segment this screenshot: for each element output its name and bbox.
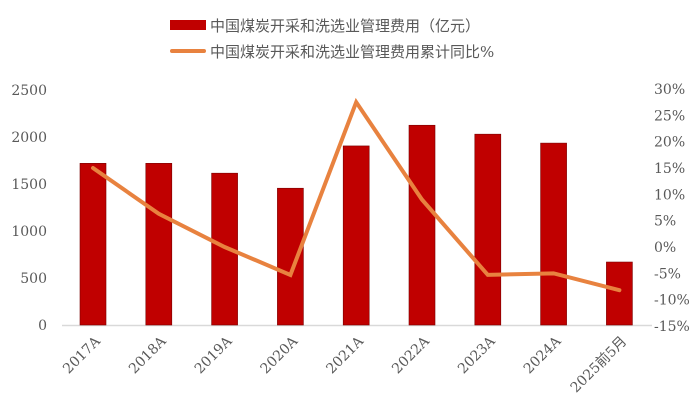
left-tick-label: 0 — [38, 318, 47, 334]
right-tick-label: -5% — [654, 266, 681, 282]
left-tick-label: 2500 — [11, 83, 47, 99]
right-tick-label: -10% — [654, 293, 690, 309]
x-tick-label: 2024A — [521, 333, 565, 377]
left-tick-label: 1500 — [11, 177, 47, 193]
bar-2022A — [408, 124, 436, 326]
x-tick-label: 2023A — [455, 333, 499, 377]
bar-2017A — [79, 163, 107, 326]
bar-swatch-icon — [170, 20, 206, 30]
legend-item-bar: 中国煤炭开采和洗选业管理费用（亿元） — [170, 12, 494, 38]
x-tick-label: 2018A — [126, 333, 170, 377]
x-tick-label: 2020A — [258, 333, 302, 377]
x-tick-label: 2017A — [60, 333, 104, 377]
bar-series — [79, 124, 633, 326]
x-tick-label: 2019A — [192, 333, 236, 377]
right-tick-label: 15% — [654, 161, 685, 177]
bar-2024A — [540, 142, 567, 326]
x-tick-label: 2021A — [323, 333, 367, 377]
yoy-line — [91, 97, 622, 293]
line-series — [91, 97, 622, 293]
bar-2021A — [342, 145, 370, 326]
right-tick-label: 20% — [654, 135, 685, 151]
right-axis: -15% -10% -5% 0% 5% 10% 15% 20% 25% 30% — [654, 82, 690, 335]
bar-2025前5月 — [606, 261, 633, 326]
x-axis-labels: 2017A 2018A 2019A 2020A 2021A 2022A 2023A 2024A… — [60, 333, 630, 396]
legend-item-line: 中国煤炭开采和洗选业管理费用累计同比% — [170, 38, 494, 64]
right-tick-label: -15% — [654, 319, 690, 335]
chart-legend: 中国煤炭开采和洗选业管理费用（亿元） 中国煤炭开采和洗选业管理费用累计同比% — [170, 12, 494, 64]
right-tick-label: 0% — [654, 240, 676, 256]
bar-2023A — [474, 133, 502, 326]
right-tick-label: 10% — [654, 187, 685, 203]
x-tick-label: 2022A — [389, 333, 433, 377]
right-tick-label: 30% — [654, 82, 685, 98]
line-swatch-icon — [170, 49, 206, 53]
left-tick-label: 500 — [20, 271, 47, 287]
right-tick-label: 5% — [654, 214, 676, 230]
left-axis: 0 500 1000 1500 2000 2500 — [11, 83, 47, 334]
legend-bar-label: 中国煤炭开采和洗选业管理费用（亿元） — [210, 16, 481, 35]
bar-2018A — [145, 163, 173, 326]
right-tick-label: 25% — [654, 108, 685, 124]
x-tick-label: 2025前5月 — [567, 333, 630, 396]
left-tick-label: 2000 — [11, 130, 47, 146]
left-tick-label: 1000 — [11, 224, 47, 240]
legend-line-label: 中国煤炭开采和洗选业管理费用累计同比% — [210, 42, 495, 61]
